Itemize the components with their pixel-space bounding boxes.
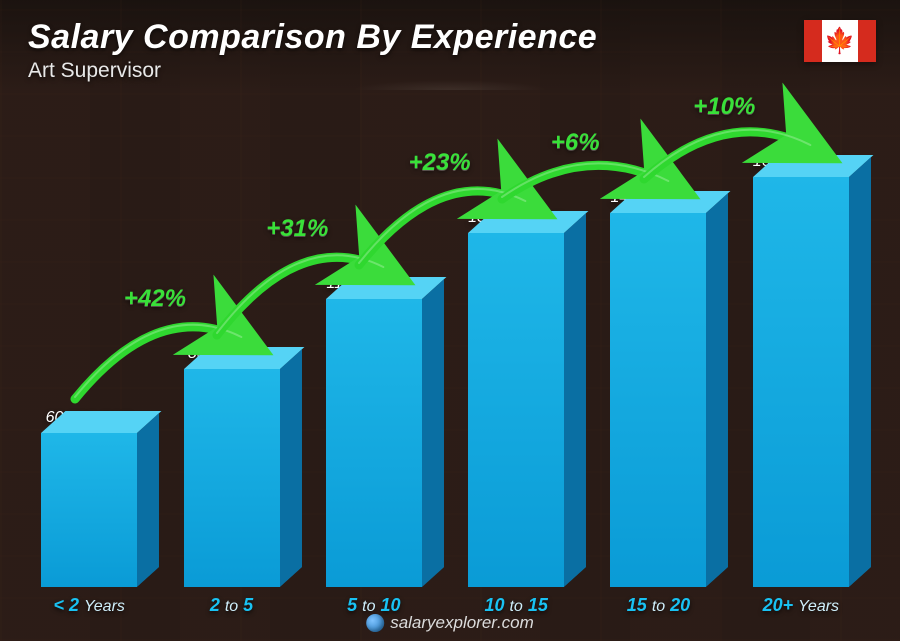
bar-column: 85,800 CAD2 to 5 [172,345,290,587]
bar-column: 139,000 CAD10 to 15 [457,209,575,587]
country-flag-canada: 🍁 [804,20,876,62]
bar [468,233,564,587]
bar-column: 161,000 CAD20+ Years [742,153,860,587]
maple-leaf-icon: 🍁 [824,29,855,54]
bar-column: 147,000 CAD15 to 20 [599,189,717,587]
bar [41,433,137,587]
percent-increase-label: +42% [124,285,186,313]
bar-category-label: 2 to 5 [210,595,253,616]
percent-increase-label: +23% [409,149,471,177]
bar-category-label: 20+ Years [763,595,839,616]
brand-footer: salaryexplorer.com [366,613,534,633]
percent-increase-label: +6% [551,129,600,157]
brand-tld: .com [497,613,534,632]
bar-category-label: 15 to 20 [627,595,690,616]
bar [753,177,849,587]
percent-increase-label: +10% [693,93,755,121]
percent-increase-label: +31% [266,215,328,243]
bar [184,369,280,587]
globe-icon [366,614,384,632]
chart-title: Salary Comparison By Experience [28,18,597,57]
bar [610,213,706,587]
bar-column: 60,500 CAD< 2 Years [30,409,148,587]
salary-bar-chart: 60,500 CAD< 2 Years85,800 CAD2 to 5113,0… [0,67,900,587]
bar [326,299,422,587]
bar-column: 113,000 CAD5 to 10 [315,275,433,587]
bar-category-label: < 2 Years [53,595,124,616]
brand-name: salaryexplorer [390,613,497,632]
